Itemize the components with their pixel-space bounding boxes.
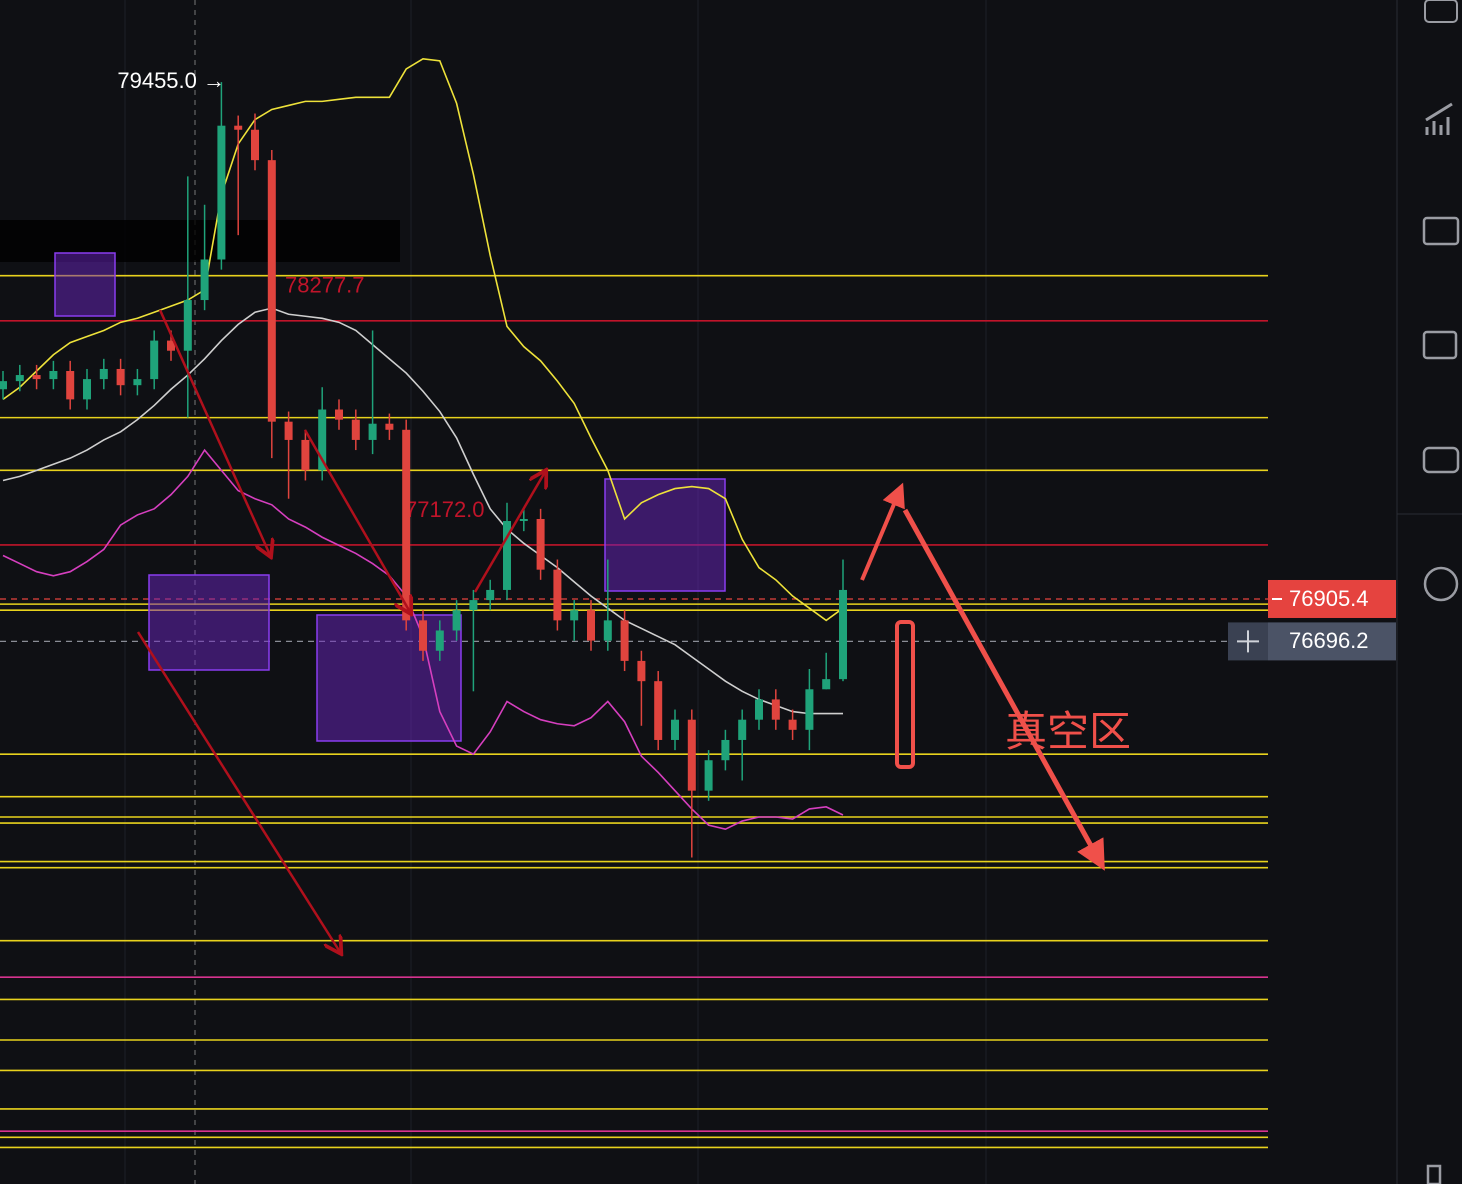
toolbar: [1396, 0, 1462, 1184]
icon[interactable]: [1422, 446, 1460, 474]
price-tag: [1268, 579, 1396, 618]
arrow: [158, 309, 270, 555]
candle-body: [671, 719, 679, 740]
candle-body: [167, 340, 175, 351]
candle-body: [318, 409, 327, 471]
crosshair-icon: [1237, 630, 1259, 653]
candle-body: [267, 160, 276, 422]
level-label: 78277.7: [285, 273, 365, 298]
arrow: [136, 631, 340, 952]
band-line: [2, 307, 843, 715]
candle-body: [805, 689, 814, 730]
candle-body: [351, 419, 360, 440]
icon[interactable]: [1425, 102, 1453, 135]
candle-body: [603, 620, 612, 641]
icon[interactable]: [1426, 1164, 1442, 1184]
candle-body: [32, 375, 41, 380]
candle-body: [822, 679, 831, 690]
zone-box: [604, 478, 726, 592]
candle-body: [755, 699, 763, 720]
candle-body: [570, 610, 579, 621]
candle-body: [368, 423, 377, 440]
candle-body: [99, 368, 108, 380]
candle-body: [788, 719, 797, 730]
icon[interactable]: [1422, 330, 1458, 360]
candle-body: [469, 600, 478, 611]
candle-body: [200, 259, 209, 301]
icon[interactable]: [1422, 216, 1460, 246]
candle-body: [721, 739, 730, 761]
candle-body: [536, 518, 545, 570]
candle-body: [654, 681, 663, 740]
icon[interactable]: [1423, 566, 1459, 602]
candle-body: [771, 699, 780, 720]
candle-body: [402, 429, 411, 621]
price-tags: 76905.4 76696.2: [1228, 579, 1396, 661]
candle-body: [301, 439, 310, 471]
level-label: 77172.0: [405, 497, 485, 522]
candle-body: [150, 340, 159, 380]
candle-body: [217, 125, 226, 260]
zone-box: [54, 252, 116, 317]
candle-body: [133, 379, 142, 386]
price-tag: [1268, 622, 1396, 661]
candle-body: [419, 620, 427, 651]
toolbar-bg: [1397, 0, 1462, 1184]
levels: 78277.7 77172.0: [0, 273, 1268, 1149]
band-line: [2, 57, 844, 622]
candle-body: [335, 409, 343, 420]
candle-body: [587, 610, 595, 641]
candle-body: [0, 381, 7, 390]
drawings: 真空区: [136, 309, 1131, 952]
candle-body: [435, 630, 444, 651]
arrow: [902, 508, 1105, 871]
candle-body: [637, 660, 646, 682]
candle-body: [15, 375, 24, 382]
price-tag-label: 76905.4: [1289, 586, 1369, 611]
candle-body: [704, 760, 713, 791]
candle-body: [503, 521, 511, 590]
candle-body: [183, 300, 192, 351]
arrow: [860, 482, 905, 581]
candle-body: [83, 379, 91, 400]
candle-body: [49, 370, 58, 380]
candle-body: [66, 370, 75, 400]
candle-body: [620, 620, 629, 661]
zone-box: [148, 574, 270, 671]
candle-body: [839, 589, 847, 680]
arrow: [473, 472, 545, 593]
price-tag-label: 76696.2: [1289, 628, 1369, 653]
marker-box: [895, 620, 915, 769]
candle-body: [486, 589, 495, 601]
candle-body: [251, 129, 259, 161]
high-label: 79455.0 →: [117, 68, 225, 93]
candle-body: [234, 125, 243, 130]
candle-body: [738, 719, 747, 740]
icon[interactable]: [1424, 0, 1458, 23]
candle-body: [385, 423, 394, 430]
candle-body: [687, 719, 696, 791]
arrow: [303, 429, 410, 612]
candle-body: [452, 610, 461, 631]
candle-body: [284, 421, 293, 440]
candle-body: [519, 518, 528, 522]
candle-body: [553, 569, 562, 621]
annotation: 真空区: [1005, 708, 1131, 755]
candles: [0, 82, 847, 858]
candle-body: [116, 368, 125, 386]
